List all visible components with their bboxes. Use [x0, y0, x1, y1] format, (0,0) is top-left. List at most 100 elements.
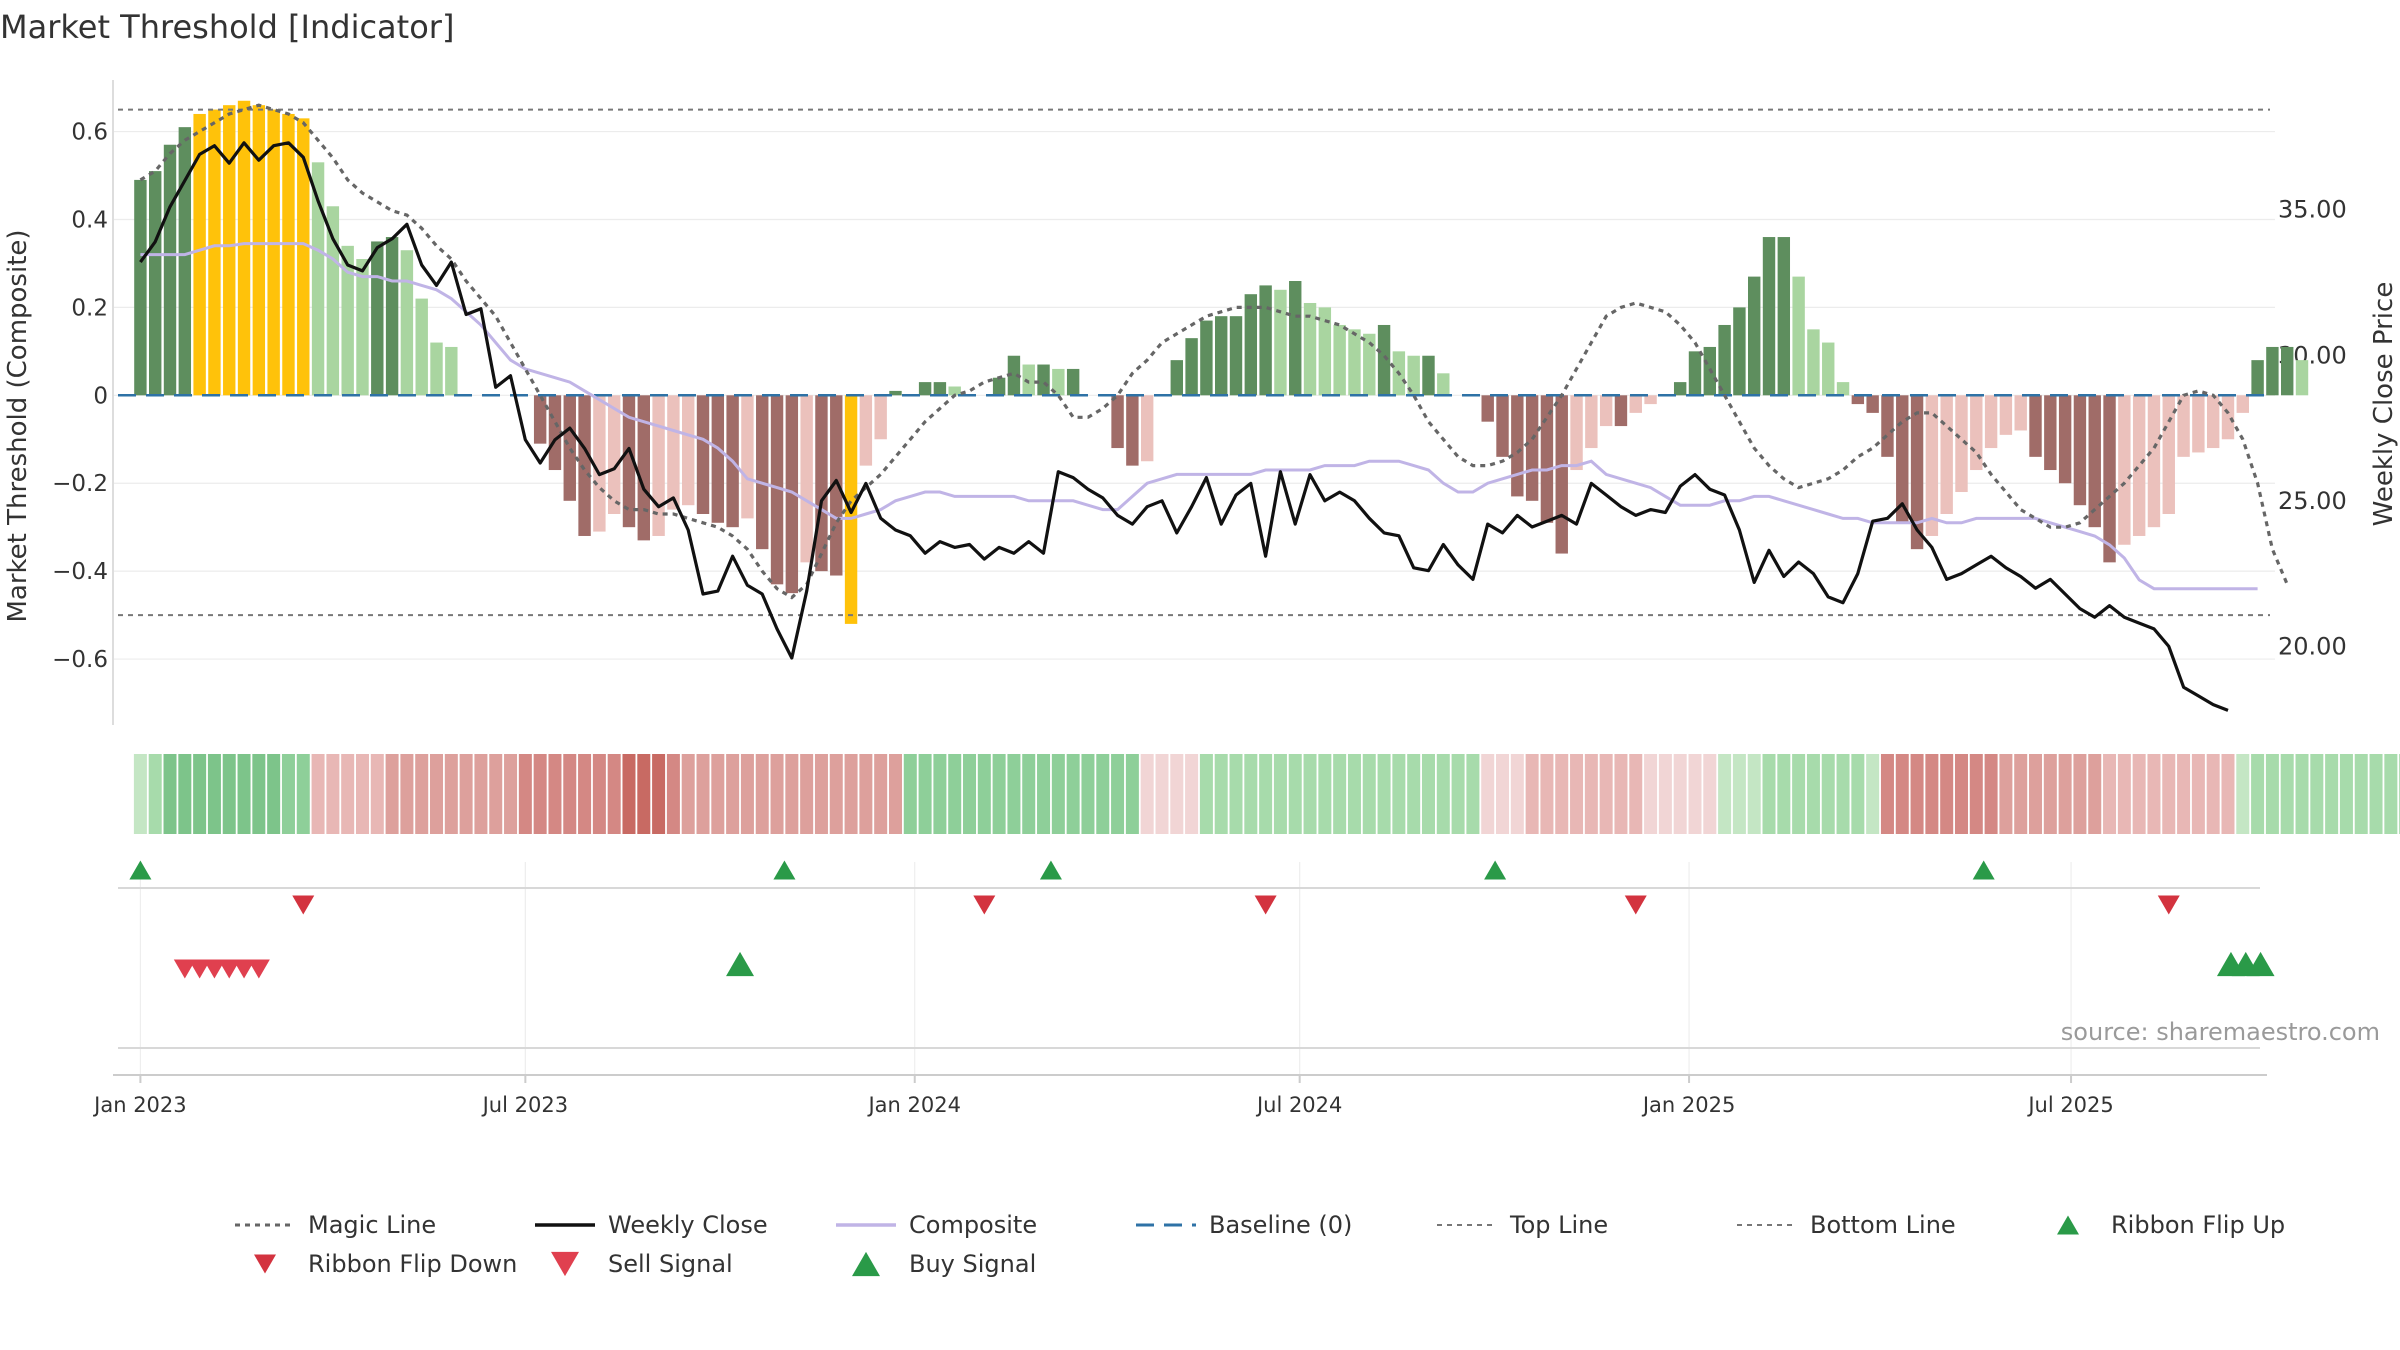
ribbon-segment	[2384, 754, 2398, 834]
ribbon-segment	[2103, 754, 2117, 834]
ribbon-segment	[918, 754, 932, 834]
ribbon-segment	[533, 754, 547, 834]
histogram-bar	[1777, 237, 1791, 396]
histogram-bar	[193, 113, 206, 396]
ribbon-segment	[518, 754, 532, 834]
ribbon-segment	[726, 754, 740, 834]
ribbon-segment	[1436, 754, 1450, 834]
ribbon-segment	[1718, 754, 1732, 834]
ribbon-segment	[1747, 754, 1761, 834]
ribbon-segment	[903, 754, 917, 834]
y-tick-label-right: 20.00	[2278, 632, 2347, 660]
ribbon-segment	[859, 754, 873, 834]
ribbon-segment	[1451, 754, 1465, 834]
ribbon-segment	[548, 754, 562, 834]
sell-signal-marker	[233, 959, 256, 979]
histogram-bar	[948, 386, 961, 396]
ribbon-segment	[2206, 754, 2220, 834]
histogram-bar	[1984, 395, 1998, 449]
y-tick-label-left: −0.2	[52, 471, 108, 497]
ribbon-flip-up-marker	[129, 860, 152, 880]
ribbon-segment	[2310, 754, 2324, 834]
ribbon-segment	[1303, 754, 1317, 834]
histogram-bar	[1274, 289, 1287, 396]
legend-swatch	[852, 1251, 880, 1277]
ribbon-segment	[711, 754, 725, 834]
histogram-bar	[1881, 395, 1894, 457]
histogram-bar	[533, 395, 547, 444]
ribbon-segment	[281, 754, 295, 834]
ribbon-segment	[592, 754, 606, 834]
ribbon-segment	[637, 754, 651, 834]
sell-signal-marker	[173, 959, 196, 979]
series-lines	[118, 103, 2289, 712]
histogram-bar	[1866, 395, 1879, 413]
ribbon-segment	[430, 754, 444, 834]
histogram-bar	[2014, 395, 2027, 431]
ribbon-segment	[2073, 754, 2087, 834]
ribbon-segment	[415, 754, 429, 834]
sell-signal-marker	[218, 959, 241, 979]
ribbon-segment	[1273, 754, 1287, 834]
histogram-bar	[770, 395, 784, 585]
ribbon-segment	[2295, 754, 2309, 834]
legend-swatch	[2057, 1215, 2079, 1235]
ribbon-segment	[2117, 754, 2131, 834]
ribbon-segment	[1244, 754, 1258, 834]
histogram-bar	[2103, 395, 2116, 563]
y-tick-label-left: −0.6	[52, 647, 108, 673]
ribbon-segment	[222, 754, 236, 834]
ribbon-segment	[666, 754, 680, 834]
ribbon-segment	[178, 754, 192, 834]
ribbon-segment	[1540, 754, 1554, 834]
ribbon-segment	[341, 754, 355, 834]
ribbon-segment	[607, 754, 621, 834]
ribbon-segment	[1777, 754, 1791, 834]
ribbon-segment	[148, 754, 162, 834]
histogram-bar	[622, 395, 636, 528]
ribbon-segment	[652, 754, 666, 834]
ribbon-segment	[888, 754, 902, 834]
sell-signal-marker	[203, 959, 226, 979]
histogram-bar	[2132, 395, 2146, 536]
histogram-bar	[385, 237, 399, 396]
histogram-bar	[696, 395, 710, 514]
histogram-bar	[371, 241, 384, 396]
histogram-bar	[2192, 395, 2205, 453]
histogram-bar	[1407, 355, 1420, 396]
histogram-bar	[2281, 346, 2294, 396]
x-tick-label: Jul 2025	[2026, 1093, 2113, 1117]
ribbon-segment	[2162, 754, 2176, 834]
ribbon-segment	[622, 754, 636, 834]
ribbon-flip-down-marker	[292, 895, 315, 915]
histogram-bar	[1333, 324, 1346, 396]
ribbon-segment	[296, 754, 310, 834]
histogram-bar	[2118, 395, 2131, 545]
histogram-bar	[711, 395, 725, 523]
legend: Magic Line Weekly Close Composite Baseline …	[235, 1211, 2285, 1278]
y-tick-label-left: 0	[93, 383, 108, 409]
histogram-bar	[682, 395, 695, 506]
histogram-bar	[1244, 294, 1258, 396]
legend-label: Buy Signal	[909, 1250, 1036, 1278]
histogram-bar	[178, 127, 192, 396]
ribbon-segment	[133, 754, 147, 834]
histogram-bar	[1111, 395, 1124, 449]
ribbon-segment	[1155, 754, 1169, 834]
ribbon-segment	[267, 754, 281, 834]
histogram-bar	[800, 395, 813, 563]
ribbon-segment	[252, 754, 266, 834]
buy-signal-marker	[726, 951, 755, 977]
ribbon-segment	[1259, 754, 1273, 834]
histogram-bar	[1289, 281, 1302, 396]
ribbon-segment	[1851, 754, 1865, 834]
ribbon-segment	[2280, 754, 2294, 834]
histogram-bar	[2147, 395, 2161, 528]
y-tick-label-left: 0.6	[71, 120, 108, 146]
ribbon-segment	[1895, 754, 1909, 834]
ribbon-segment	[1170, 754, 1184, 834]
ribbon-segment	[800, 754, 814, 834]
ribbon-segment	[1614, 754, 1628, 834]
ribbon-flip-up-marker	[773, 860, 796, 880]
